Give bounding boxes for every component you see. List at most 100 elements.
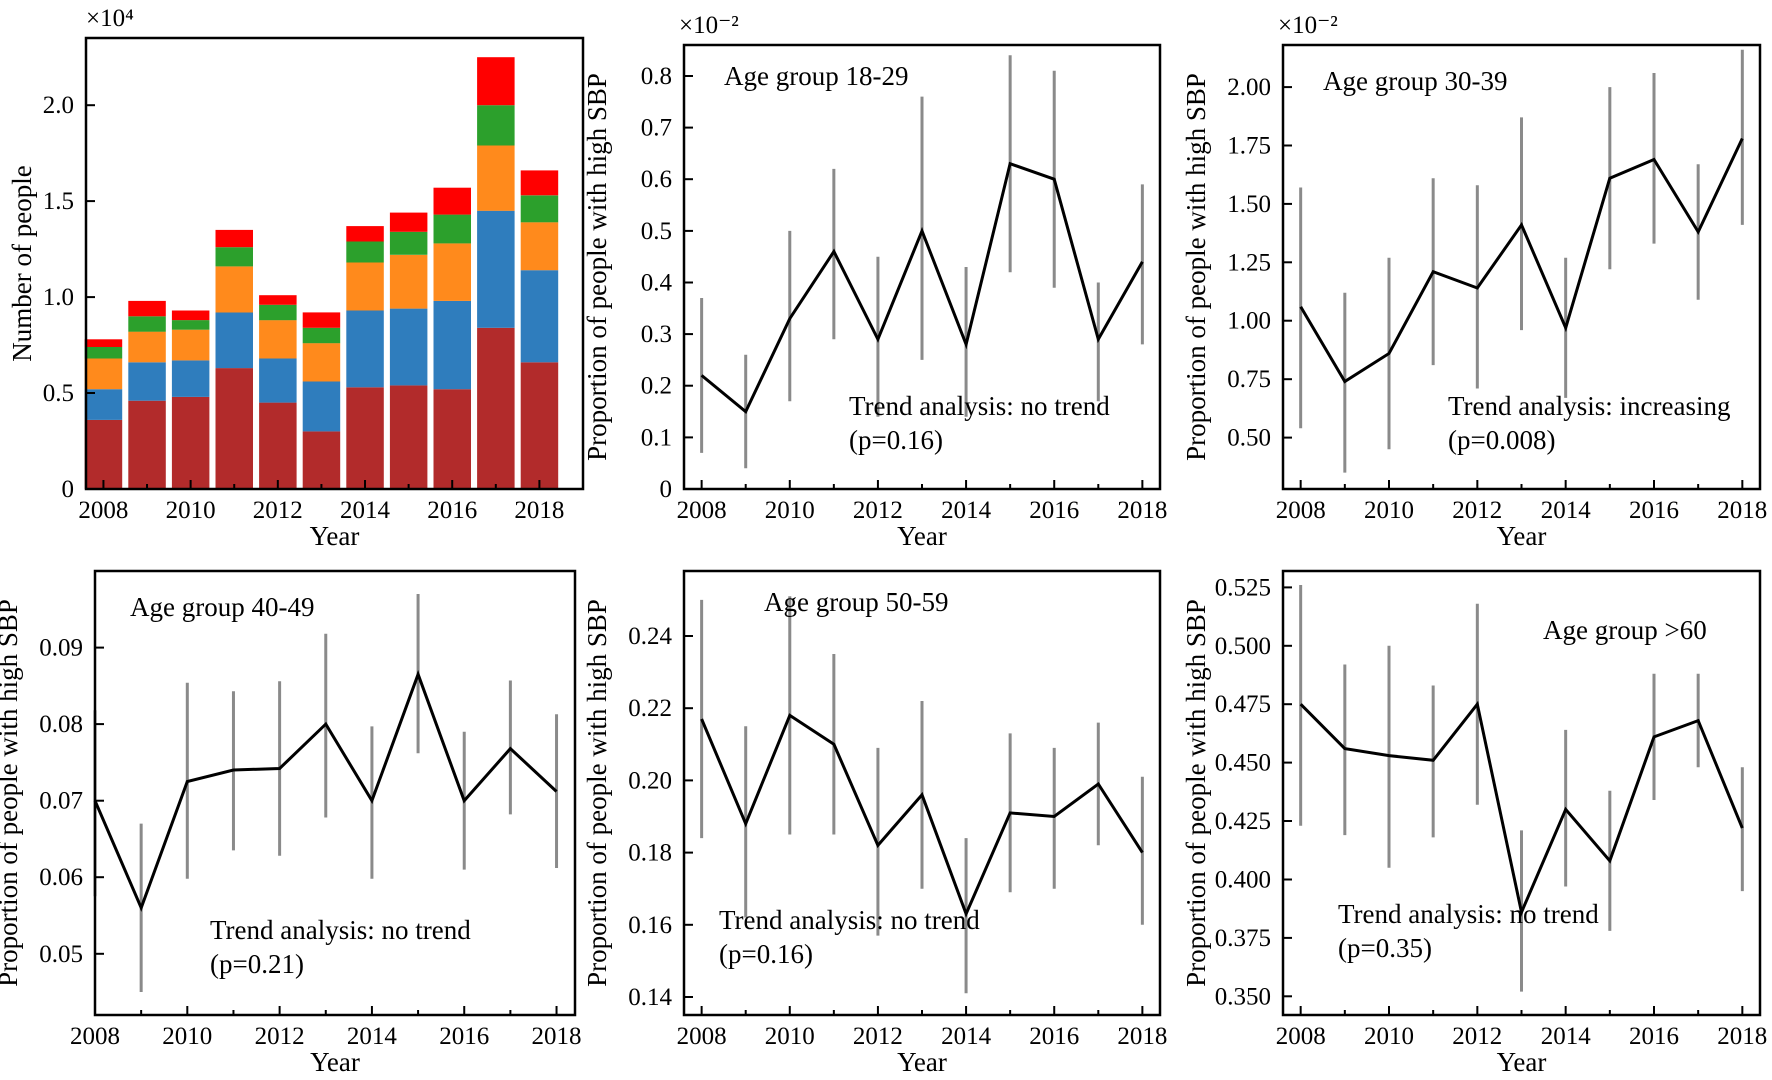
bar-2008-segment-1 <box>84 419 123 489</box>
y-tick-label: 0.8 <box>641 63 672 90</box>
bar-2017-segment-2 <box>477 210 515 328</box>
bar-2009-segment-5 <box>128 300 166 317</box>
x-tick-label: 2008 <box>677 1023 727 1050</box>
bar-2013-segment-3 <box>302 343 341 382</box>
y-tick-label: 0.500 <box>1215 633 1271 660</box>
bar-2010-segment-4 <box>171 320 210 330</box>
y-axis-label: Proportion of people with high SBP <box>582 599 612 987</box>
p-value-text: (p=0.008) <box>1448 425 1555 455</box>
y-tick-label: 0.375 <box>1215 925 1271 952</box>
scale-factor-label: ×10⁴ <box>86 5 134 32</box>
series-line <box>1299 700 1744 918</box>
y-tick-label: 0.07 <box>39 788 83 815</box>
x-tick-label: 2014 <box>347 1023 398 1050</box>
x-tick-label: 2010 <box>1364 1023 1414 1050</box>
bar-2012-segment-1 <box>259 402 297 489</box>
age-group-label: Age group 30-39 <box>1323 66 1507 96</box>
x-tick-label: 2012 <box>853 1023 903 1050</box>
p-value-text: (p=0.16) <box>719 939 813 969</box>
y-axis-label: Proportion of people with high SBP <box>1181 73 1211 461</box>
age-group-label: Age group 50-59 <box>764 587 948 617</box>
plot-frame <box>93 569 577 1017</box>
bar-2010-segment-5 <box>171 310 210 321</box>
x-tick-label: 2016 <box>1629 1023 1679 1050</box>
y-tick-label: 0.09 <box>39 635 83 662</box>
x-tick-label: 2008 <box>1276 1023 1326 1050</box>
bar-2011-segment-3 <box>215 266 253 313</box>
bar-2015-segment-5 <box>389 212 428 232</box>
chart-panel-5: 0.14 0.16 0.18 0.20 0.22 0.24 2008 2010 2012 2014… <box>582 569 1167 1077</box>
y-tick-label: 0.400 <box>1215 867 1271 894</box>
x-tick-label: 2010 <box>765 497 815 524</box>
y-tick-label: 0.425 <box>1215 808 1271 835</box>
chart-panel-1: 0 0.5 1.0 1.5 2.0 2008 2010 2012 2014 2016 2018 Yea… <box>7 5 585 551</box>
x-tick-label: 2010 <box>166 497 216 524</box>
bar-2016-segment-1 <box>433 389 471 489</box>
bar-2010-segment-3 <box>171 329 210 361</box>
bar-2014-segment-2 <box>346 310 384 388</box>
x-tick-label: 2018 <box>1717 497 1767 524</box>
bar-2017-segment-1 <box>477 327 515 489</box>
x-tick-label: 2018 <box>532 1023 582 1050</box>
series-line <box>93 669 558 912</box>
y-tick-label: 0.2 <box>641 373 672 400</box>
bar-2011-segment-4 <box>215 247 253 267</box>
y-tick-label: 0.3 <box>641 321 672 348</box>
trend-analysis-text: Trend analysis: increasing <box>1448 391 1730 421</box>
y-tick-label: 1.75 <box>1227 133 1271 160</box>
bar-2010-segment-2 <box>171 360 210 397</box>
y-tick-label: 0.5 <box>641 218 672 245</box>
y-tick-label: 0.75 <box>1227 366 1271 393</box>
x-tick-label: 2016 <box>1629 497 1679 524</box>
age-group-label: Age group 18-29 <box>724 61 908 91</box>
y-tick-label: 0.06 <box>39 864 83 891</box>
x-tick-label: 2008 <box>70 1023 120 1050</box>
x-tick-label: 2018 <box>1117 497 1167 524</box>
bar-2016-segment-3 <box>433 243 471 301</box>
bar-2009-segment-4 <box>128 316 166 332</box>
bar-2009-segment-1 <box>128 400 166 489</box>
y-tick-label: 0.450 <box>1215 750 1271 777</box>
x-tick-label: 2010 <box>765 1023 815 1050</box>
series-line <box>1299 137 1744 384</box>
bar-2011-segment-2 <box>215 312 253 369</box>
x-axis-label: Year <box>1497 521 1547 551</box>
y-tick-label: 0.50 <box>1227 425 1271 452</box>
x-tick-label: 2008 <box>1276 497 1326 524</box>
p-value-text: (p=0.16) <box>849 425 943 455</box>
x-tick-label: 2016 <box>439 1023 489 1050</box>
x-tick-label: 2008 <box>78 497 128 524</box>
x-tick-label: 2014 <box>340 497 391 524</box>
y-axis-label: Proportion of people with high SBP <box>0 599 23 987</box>
y-tick-label: 0.24 <box>628 623 672 650</box>
y-tick-label: 2.0 <box>43 92 74 119</box>
bar-2013-segment-1 <box>302 431 341 489</box>
x-axis-label: Year <box>897 1047 947 1077</box>
bar-2014-segment-1 <box>346 387 384 489</box>
bar-2010-segment-1 <box>171 396 210 489</box>
y-tick-label: 1.0 <box>43 284 74 311</box>
bar-2014-segment-5 <box>346 226 384 242</box>
bar-2016-segment-5 <box>433 187 471 215</box>
y-tick-label: 1.25 <box>1227 249 1271 276</box>
x-tick-label: 2018 <box>1717 1023 1767 1050</box>
bar-2013-segment-4 <box>302 327 341 344</box>
p-value-text: (p=0.21) <box>210 949 304 979</box>
x-tick-label: 2012 <box>1452 497 1502 524</box>
y-tick-label: 0 <box>62 476 75 503</box>
y-tick-label: 0.20 <box>628 767 672 794</box>
x-tick-label: 2016 <box>1029 497 1079 524</box>
bar-2017-segment-5 <box>477 57 515 106</box>
y-tick-label: 0.7 <box>641 115 672 142</box>
scale-factor-label: ×10⁻² <box>1278 12 1338 39</box>
bar-2009-segment-2 <box>128 362 166 401</box>
x-tick-label: 2012 <box>255 1023 305 1050</box>
bar-2018-segment-5 <box>520 170 559 196</box>
bar-2013-segment-5 <box>302 312 341 328</box>
y-tick-label: 0.05 <box>39 941 83 968</box>
bar-2009-segment-3 <box>128 331 166 363</box>
x-tick-label: 2016 <box>1029 1023 1079 1050</box>
bar-2012-segment-4 <box>259 304 297 321</box>
chart-panel-6: 0.350 0.375 0.400 0.425 0.450 0.475 0.500 0.525… <box>1181 569 1767 1077</box>
